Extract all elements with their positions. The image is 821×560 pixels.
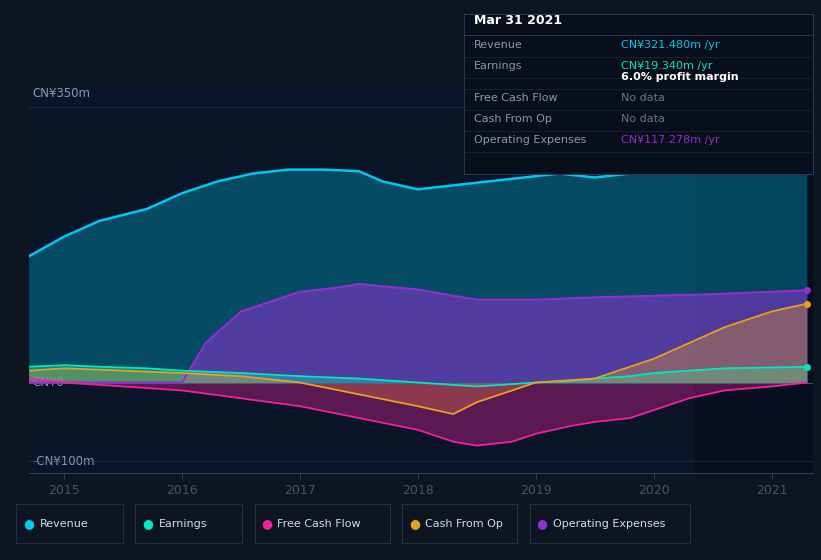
Text: CN¥0: CN¥0 <box>33 376 64 389</box>
Text: ●: ● <box>536 517 547 530</box>
Text: Earnings: Earnings <box>158 519 207 529</box>
Text: ●: ● <box>261 517 272 530</box>
Text: ●: ● <box>23 517 34 530</box>
Text: Operating Expenses: Operating Expenses <box>553 519 665 529</box>
Text: Cash From Op: Cash From Op <box>474 114 552 124</box>
Bar <box>695 87 813 473</box>
Text: ●: ● <box>409 517 420 530</box>
Text: CN¥19.340m /yr: CN¥19.340m /yr <box>621 61 713 71</box>
Text: 6.0% profit margin: 6.0% profit margin <box>621 72 739 82</box>
Text: Cash From Op: Cash From Op <box>425 519 503 529</box>
Text: Operating Expenses: Operating Expenses <box>474 136 586 146</box>
Text: -CN¥100m: -CN¥100m <box>33 455 95 468</box>
Text: Free Cash Flow: Free Cash Flow <box>277 519 361 529</box>
Text: Free Cash Flow: Free Cash Flow <box>474 93 557 103</box>
Text: CN¥117.278m /yr: CN¥117.278m /yr <box>621 136 720 146</box>
Text: CN¥350m: CN¥350m <box>33 87 90 100</box>
Text: Earnings: Earnings <box>474 61 522 71</box>
Text: CN¥321.480m /yr: CN¥321.480m /yr <box>621 40 720 50</box>
Text: Revenue: Revenue <box>474 40 522 50</box>
Text: No data: No data <box>621 114 665 124</box>
Text: Revenue: Revenue <box>39 519 88 529</box>
Text: No data: No data <box>621 93 665 103</box>
Text: ●: ● <box>142 517 153 530</box>
Text: Mar 31 2021: Mar 31 2021 <box>474 14 562 27</box>
